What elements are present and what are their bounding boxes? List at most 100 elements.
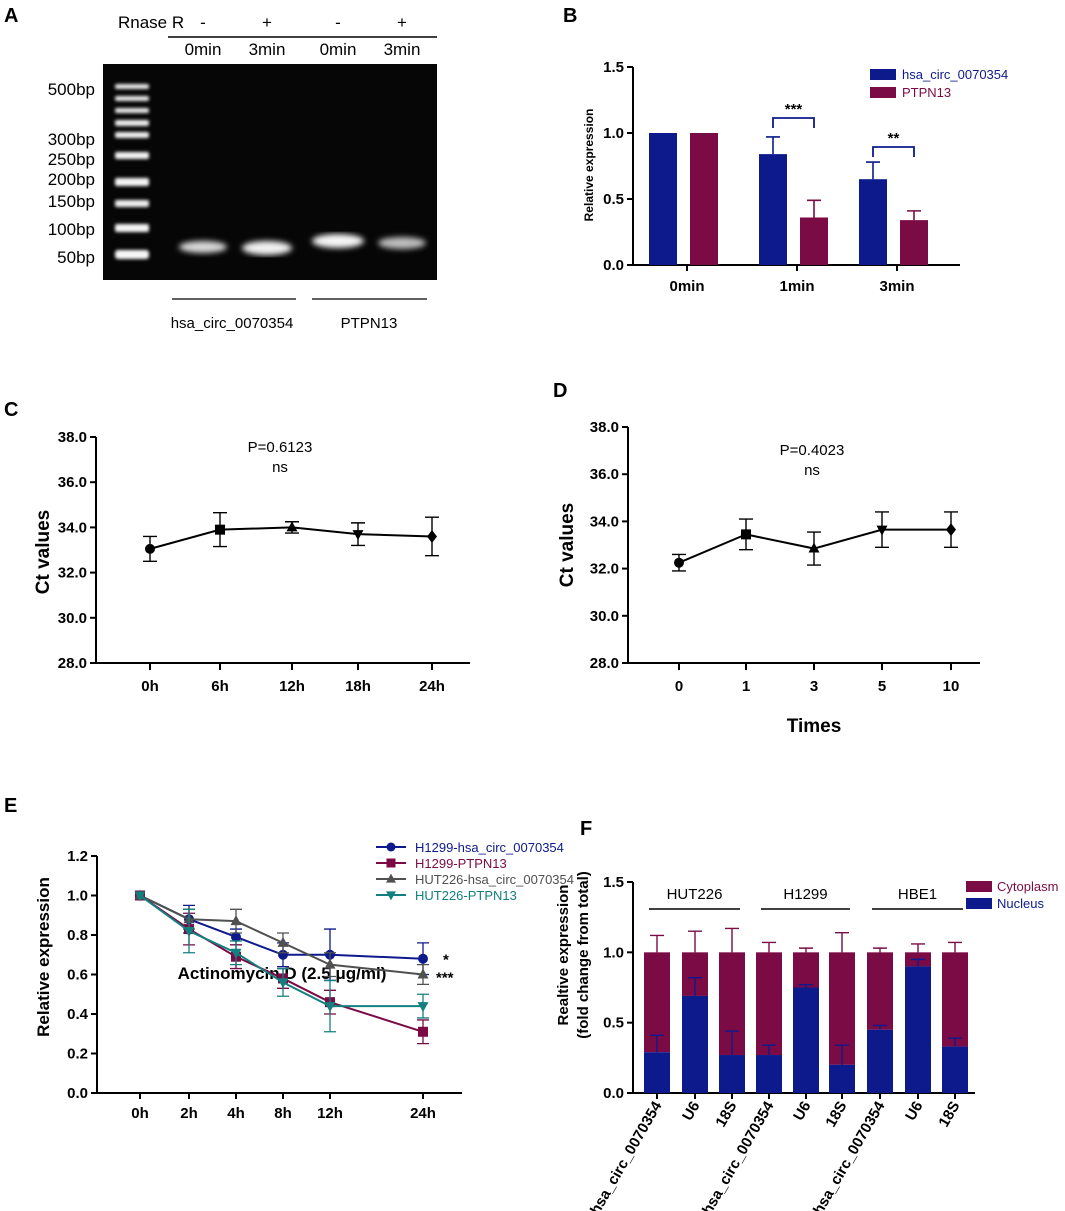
panel-e-y-tick-label: 0.8 [67,927,88,944]
panel-b-error-bar [766,136,780,155]
panel-d-x-tick-label: 1 [742,678,750,695]
panel-f-error-nucleus [762,1044,776,1056]
panel-f-bar-cytoplasm [756,952,782,1056]
panel-c-point [427,529,437,543]
panel-d-y-tick-label: 28.0 [590,655,619,672]
panel-letter-d: D [553,380,567,402]
panel-f-error-nucleus [911,958,925,967]
panel-f-error-cytoplasm [725,927,739,953]
gel-time-3: 0min [320,40,357,59]
panel-e-legend-label: H1299-PTPN13 [415,856,507,871]
panel-f-bar-nucleus [719,1055,745,1093]
panel-f-error-nucleus [650,1034,664,1053]
panel-b-error-bar [807,199,821,218]
panel-e-y-tick-label: 0.2 [67,1046,88,1063]
panel-d-point [946,523,956,537]
panel-e-y-tick-label: 1.2 [67,848,88,865]
panel-f-error-cytoplasm [873,947,887,953]
panel-b-x-tick-label: 1min [779,278,814,295]
panel-b-bar [800,217,828,265]
panel-b-x-tick-label: 3min [879,278,914,295]
panel-f-ylabel: Realtive expression [555,885,572,1026]
panel-c-x-tick-label: 6h [211,678,229,695]
panel-c: C Ct values P=0.6123 ns 28.0 30.0 32.0 34.0… [4,399,470,695]
panel-c-x-tick-label: 24h [419,678,445,695]
panel-f-bar-nucleus [682,995,708,1093]
ladder-250bp: 250bp [48,150,95,169]
panel-e-ylabel: Relative expression [34,877,53,1037]
panel-b-legend-label: PTPN13 [902,85,951,100]
gel-time-2: 3min [249,40,286,59]
panel-d-x-tick-label: 5 [878,678,886,695]
panel-f-error-cytoplasm [948,941,962,953]
panel-e-x-tick-label: 8h [274,1105,292,1122]
panel-e-point [417,1002,429,1013]
panel-f-error-nucleus [873,1024,887,1030]
panel-e-point [418,1026,428,1037]
panel-f-y-tick-label: 0.5 [603,1015,624,1032]
panel-b-sig-bracket [772,117,815,128]
panel-f-bar-cytoplasm [793,952,819,988]
panel-e-point [417,968,429,979]
panel-c-y-tick-label: 28.0 [58,655,87,672]
panel-f-bar-nucleus [793,987,819,1093]
panel-f-group-label: H1299 [783,886,827,903]
panel-b-sig-label: *** [785,101,803,118]
panel-e-legend-label: HUT226-hsa_circ_0070354 [415,872,574,887]
panel-d-point [741,529,751,540]
ladder-500bp: 500bp [48,80,95,99]
panel-d-y-tick-label: 30.0 [590,608,619,625]
panel-b-y-tick-label: 1.5 [603,59,624,76]
panel-b-y-tick-label: 0.5 [603,191,624,208]
panel-f-x-tick-label: hsa_circ_0070354 [810,1098,889,1211]
panel-a: A Rnase R - + - + 0min 3min 0min 3min [4,5,437,332]
panel-e-x-tick-label: 2h [180,1105,198,1122]
panel-b-y-tick-label: 1.0 [603,125,624,142]
panel-e-point [277,978,289,989]
panel-f-error-cytoplasm [835,931,849,953]
panel-e-y-tick-label: 0.4 [67,1006,89,1023]
group-label-circ: hsa_circ_0070354 [171,315,294,332]
panel-f-error-cytoplasm [762,941,776,953]
panel-f-legend-swatch [966,898,992,909]
panel-e-x-tick-label: 0h [131,1105,149,1122]
panel-e-point [183,927,195,938]
panel-d-y-tick-label: 38.0 [590,419,619,436]
panel-e-point [134,891,146,902]
panel-b-error-bar [907,210,921,221]
panel-f-ylabel2: (fold change from total) [575,871,592,1039]
gel-time-1: 0min [185,40,222,59]
panel-f-x-tick-label: 18S [712,1099,740,1131]
panel-d-y-tick-label: 34.0 [590,513,619,530]
panel-c-x-tick-label: 18h [345,678,371,695]
panel-f-bar-cytoplasm [867,952,893,1030]
panel-letter-f: F [580,818,592,840]
panel-f-x-tick-label: U6 [790,1099,814,1124]
panel-letter-e: E [4,795,17,817]
panel-b-x-tick-label: 0min [669,278,704,295]
panel-f-y-tick-label: 1.5 [603,874,624,891]
panel-f-error-cytoplasm [688,930,702,953]
panel-f-legend-swatch [966,881,992,892]
panel-e-point [230,948,242,959]
panel-e-point [324,1002,336,1013]
gel-sign-1: - [200,13,206,32]
panel-c-y-tick-label: 30.0 [58,610,87,627]
panel-f-error-nucleus [725,1030,739,1056]
panel-f-legend-label: Cytoplasm [997,879,1058,894]
panel-e-legend-marker [386,842,396,852]
panel-e-point [324,958,336,969]
panel-c-point [286,521,298,532]
panel-e-series-line [139,894,424,976]
panel-e-x-tick-label: 4h [227,1105,245,1122]
panel-d-x-tick-label: 3 [810,678,818,695]
ladder-300bp: 300bp [48,130,95,149]
panel-f-error-cytoplasm [799,947,813,953]
panel-f-x-tick-label: hsa_circ_0070354 [699,1098,778,1211]
panel-b-bar [859,179,887,265]
panel-d: D Ct values Times P=0.4023 ns 28.0 30.0 32… [553,380,980,737]
panel-d-x-tick-label: 0 [675,678,683,695]
panel-b-y-tick-label: 0.0 [603,257,624,274]
panel-f-bar-nucleus [829,1064,855,1093]
panel-e-legend-label: H1299-hsa_circ_0070354 [415,840,564,855]
